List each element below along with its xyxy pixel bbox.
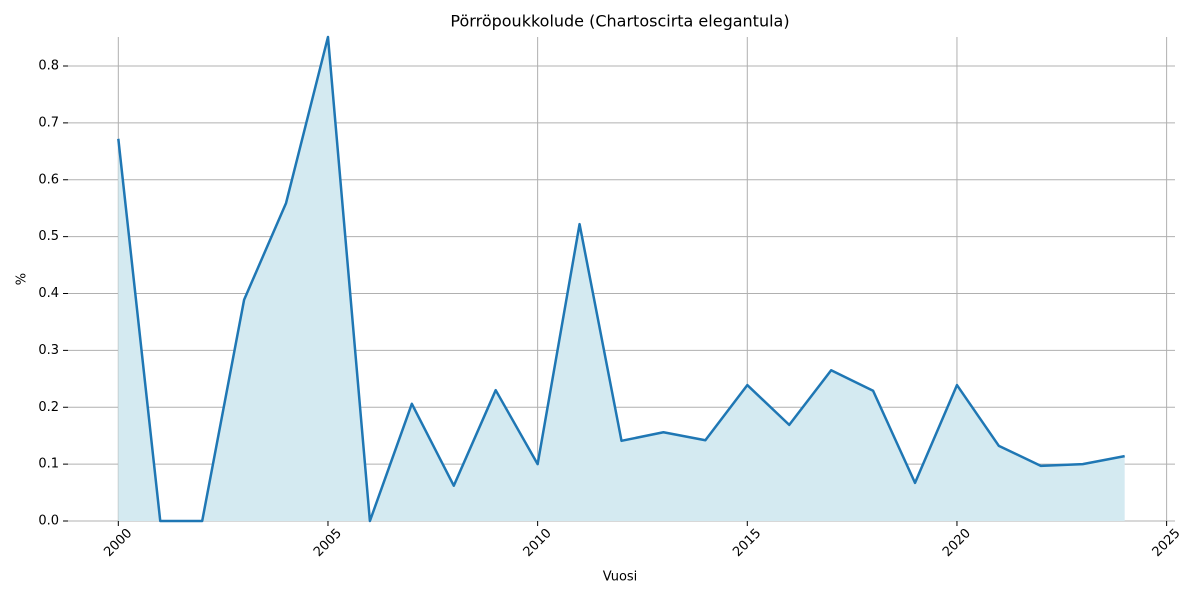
- x-tick-label: 2005: [311, 526, 345, 560]
- y-tick-label: 0.0: [38, 514, 59, 529]
- x-tick-label: 2010: [521, 526, 555, 560]
- y-tick-label: 0.3: [38, 343, 59, 358]
- y-tick-label: 0.2: [38, 400, 59, 415]
- y-tick-label: 0.4: [38, 286, 59, 301]
- y-tick-label: 0.6: [38, 172, 59, 187]
- y-tick-label: 0.8: [38, 59, 59, 74]
- area-fill: [118, 37, 1125, 521]
- x-tick-label: 2025: [1150, 526, 1184, 560]
- x-tick-label: 2020: [940, 526, 974, 560]
- chart-title: Pörröpoukkolude (Chartoscirta elegantula…: [450, 12, 789, 31]
- y-tick-label: 0.1: [38, 457, 59, 472]
- x-tick-label: 2015: [730, 526, 764, 560]
- y-axis-label: %: [15, 273, 30, 285]
- x-axis-label: Vuosi: [603, 570, 638, 585]
- y-tick-label: 0.5: [38, 229, 59, 244]
- line: [117, 35, 1125, 523]
- y-tick-label: 0.7: [38, 115, 59, 130]
- x-tick-label: 2000: [101, 526, 135, 560]
